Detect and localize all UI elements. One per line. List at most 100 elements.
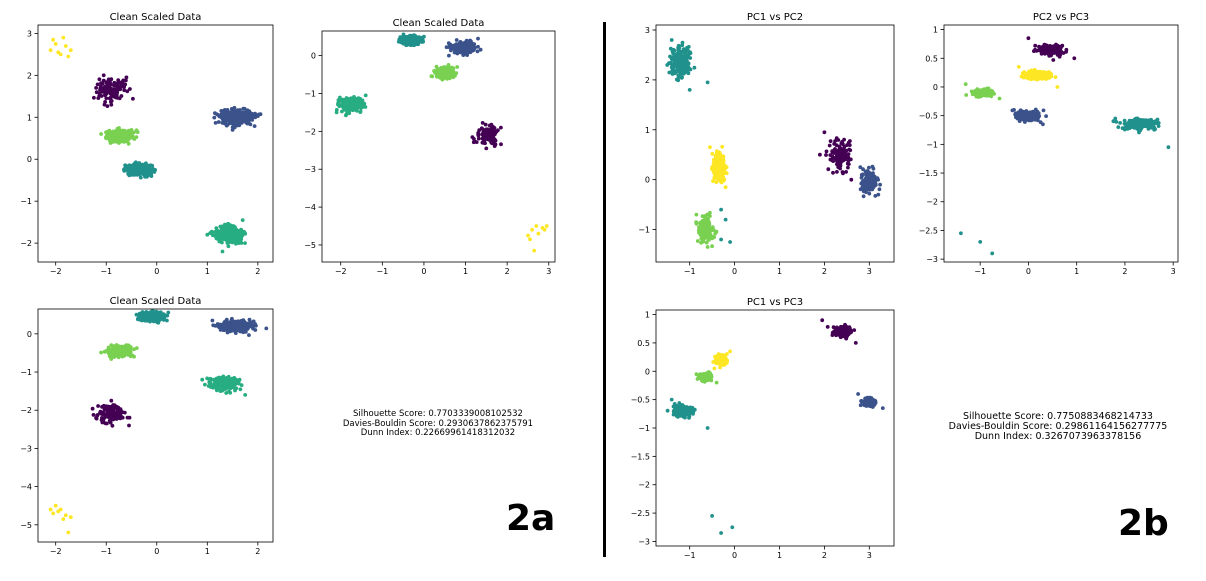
data-point [858,165,863,170]
data-point [230,224,235,228]
data-point [212,115,217,120]
data-point [860,179,865,184]
data-point [152,169,157,174]
data-point [103,100,107,104]
data-point [677,67,681,72]
data-point [48,507,53,512]
data-point [91,413,96,417]
data-point [104,136,109,141]
series-4 [200,374,248,397]
data-point [113,84,118,88]
data-point [437,70,442,75]
data-point [846,165,850,170]
data-point [235,121,240,125]
data-point [544,224,549,228]
chart-2: Clean Scaled Data−2 −1 0 1 2 3−5−4−3−2−10 [304,18,556,276]
y-tick-label: −5 [20,521,32,530]
x-tick-label: 0 [154,547,159,556]
data-point [108,87,113,91]
data-point [415,36,420,41]
data-point [95,82,100,87]
data-point [846,161,850,166]
y-tick-label: 0 [27,155,32,164]
chart-title: Clean Scaled Data [110,296,202,307]
data-point [483,129,488,134]
data-point [112,80,117,85]
data-point [345,109,350,114]
data-point [126,134,131,139]
data-point [534,224,539,228]
data-point [463,45,468,49]
series-1 [92,73,135,108]
data-point [123,163,127,168]
data-point [668,46,673,51]
data-point [145,316,150,320]
data-point [484,146,489,151]
plot-frame [37,308,274,543]
data-point [110,130,115,135]
series-5 [99,343,139,361]
data-point [236,231,241,236]
data-point [56,509,61,514]
data-point [128,169,133,173]
data-point [839,141,844,146]
data-point [492,137,496,142]
y-tick-label: 0 [311,52,316,61]
data-point [674,56,678,61]
y-tick-label: −1 [304,89,316,98]
x-tick-label: 1 [205,547,210,556]
data-point [447,53,451,58]
data-point [683,52,688,56]
data-point [99,132,103,136]
data-point [483,133,488,138]
data-point [217,239,222,244]
data-point [834,154,839,159]
x-tick-label: −2 [335,267,347,276]
data-point [828,157,833,162]
data-point [238,235,243,240]
x-tick-label: −1 [100,547,112,556]
data-point [216,324,221,329]
data-point [676,78,681,83]
data-point [253,328,258,332]
series-6 [48,503,73,535]
data-point [672,52,677,57]
data-point [134,346,139,350]
data-point [680,54,684,58]
data-point [859,175,864,180]
data-point [258,112,263,117]
data-point [114,138,119,143]
data-point [96,404,100,408]
data-point [220,111,225,116]
data-point [421,39,425,44]
data-point [476,131,481,135]
data-point [344,96,349,100]
data-point [831,170,835,175]
data-point [138,313,143,317]
y-tick-label: −1 [20,197,32,206]
data-point [231,115,236,119]
data-point [242,112,247,117]
data-point [358,109,363,114]
data-point [250,112,255,116]
data-point [117,413,122,418]
data-point [213,121,218,125]
data-point [865,174,870,179]
y-tick-label: −1 [20,368,32,377]
data-point [674,64,679,69]
data-point [226,322,231,326]
data-point [253,111,257,116]
data-point [838,152,842,157]
data-point [107,77,111,82]
series-3 [134,309,171,325]
chart-title: PC1 vs PC2 [747,12,803,23]
data-point [166,310,171,315]
data-point [861,194,866,199]
data-point [104,349,109,353]
data-point [447,45,452,50]
data-point [137,163,141,168]
y-tick-label: −3 [20,444,32,453]
x-tick-label: −2 [50,547,62,556]
